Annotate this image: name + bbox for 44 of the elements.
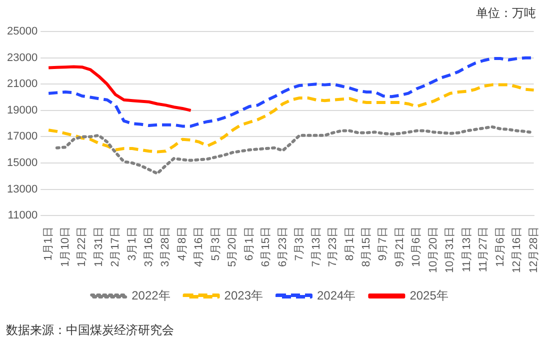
x-tick-label: 4月16日 (193, 226, 206, 267)
y-tick-label: 21000 (6, 78, 38, 90)
x-tick-label: 3月1日 (126, 226, 138, 261)
x-tick-label: 6月15日 (260, 226, 272, 267)
x-tick-label: 7月23日 (327, 226, 340, 267)
x-tick-label: 12月16日 (511, 226, 524, 274)
text: 单位：万吨 (476, 5, 536, 22)
x-tick-label: 1月1日 (42, 226, 55, 261)
legend-label: 2025年 (410, 288, 448, 302)
y-tick-label: 11000 (8, 210, 38, 222)
x-tick-label: 6月23日 (276, 226, 289, 267)
legend-label: 2022年 (132, 288, 170, 302)
x-tick-label: 5月20日 (226, 226, 239, 267)
y-tick-label: 13000 (6, 183, 38, 196)
y-tick-label: 19000 (6, 104, 38, 116)
x-tick-label: 12月28日 (528, 226, 540, 274)
x-tick-label: 1月31日 (92, 226, 105, 267)
x-tick-label: 10月6日 (410, 226, 423, 267)
x-tick-label: 12月6日 (494, 226, 506, 267)
y-tick-label: 23000 (6, 52, 38, 64)
x-tick-label: 1月10日 (59, 226, 72, 267)
legend-label: 2023年 (224, 288, 264, 302)
source-note: 数据来源：中国煤炭经济研究会 (6, 322, 174, 339)
y-tick-label: 17000 (6, 130, 38, 143)
x-tick-label: 10月31日 (444, 226, 456, 274)
x-tick-label: 9月7日 (377, 226, 390, 261)
x-tick-label: 3月16日 (143, 226, 156, 267)
x-tick-label: 7月13日 (310, 226, 322, 267)
x-tick-label: 1月22日 (76, 226, 88, 267)
x-tick-label: 11月27日 (478, 226, 490, 272)
x-tick-label: 5月3日 (210, 226, 222, 261)
x-tick-label: 2月17日 (110, 226, 122, 267)
y-tick-label: 25000 (6, 26, 38, 38)
x-tick-label: 8月1日 (344, 226, 356, 261)
y-tick-label: 15000 (6, 157, 38, 170)
legend-label: 2024年 (317, 288, 356, 302)
x-tick-label: 8月15日 (360, 226, 373, 267)
x-tick-label: 3月28日 (160, 226, 172, 267)
x-tick-label: 4月8日 (176, 226, 188, 261)
x-tick-label: 10月20日 (427, 226, 440, 274)
x-tick-label: 7月3日 (294, 226, 306, 261)
x-tick-label: 9月21日 (394, 226, 406, 267)
x-tick-label: 6月1日 (243, 226, 256, 261)
x-tick-label: 11月13日 (460, 226, 473, 272)
